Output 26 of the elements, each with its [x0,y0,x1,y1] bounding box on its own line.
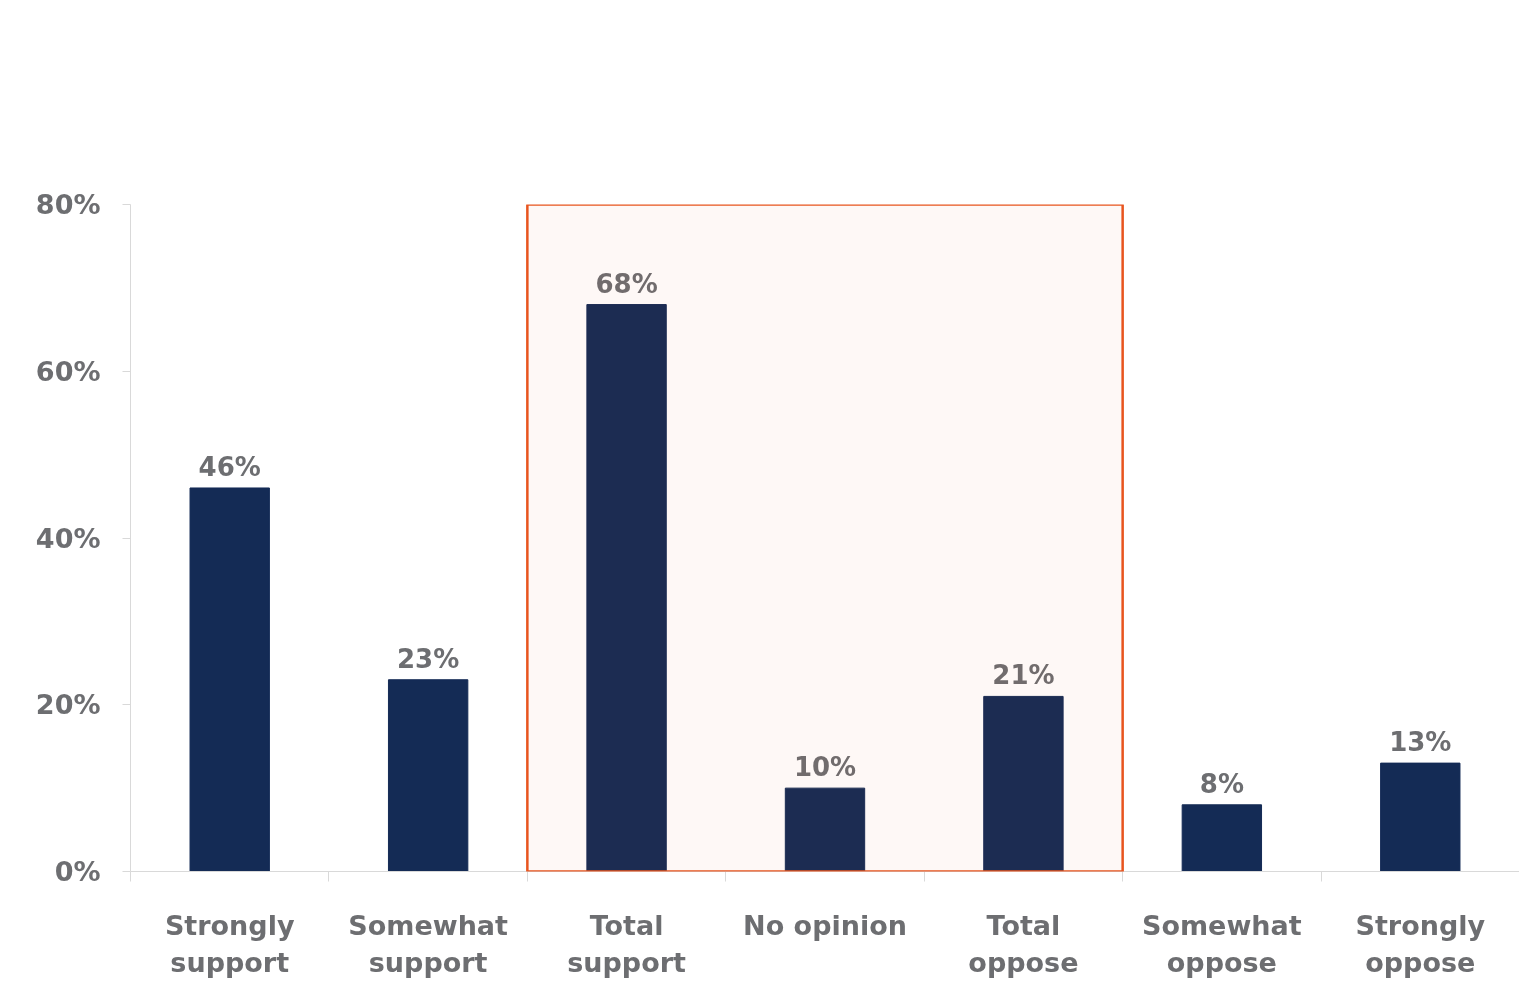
y-tick-label: 0% [54,856,101,887]
y-tick-label: 40% [35,522,101,554]
bar [1181,804,1263,872]
x-tick-label: No opinion [743,909,907,941]
x-tick-label: Total support [567,909,687,978]
data-label: 13% [1389,727,1452,758]
bar [387,679,469,872]
x-tick-label: Total oppose [968,909,1079,978]
x-tick-label: Strongly oppose [1355,909,1486,978]
y-tick-label: 60% [35,355,101,387]
data-label: 10% [793,752,857,783]
x-tick-label: Somewhat oppose [1141,909,1302,978]
data-label: 68% [595,268,658,299]
x-tick-label: Strongly support [164,909,295,978]
bar [1380,762,1461,872]
bar [189,487,270,872]
data-label: 46% [198,451,261,482]
data-label: 21% [992,660,1055,691]
y-tick-label: 80% [35,189,101,220]
bar [784,787,866,872]
x-tick-label: Somewhat support [348,909,509,978]
y-tick-label: 20% [35,689,101,721]
bar [983,695,1064,872]
bar [586,304,667,872]
data-label: 23% [397,643,460,674]
data-label: 8% [1199,768,1244,799]
